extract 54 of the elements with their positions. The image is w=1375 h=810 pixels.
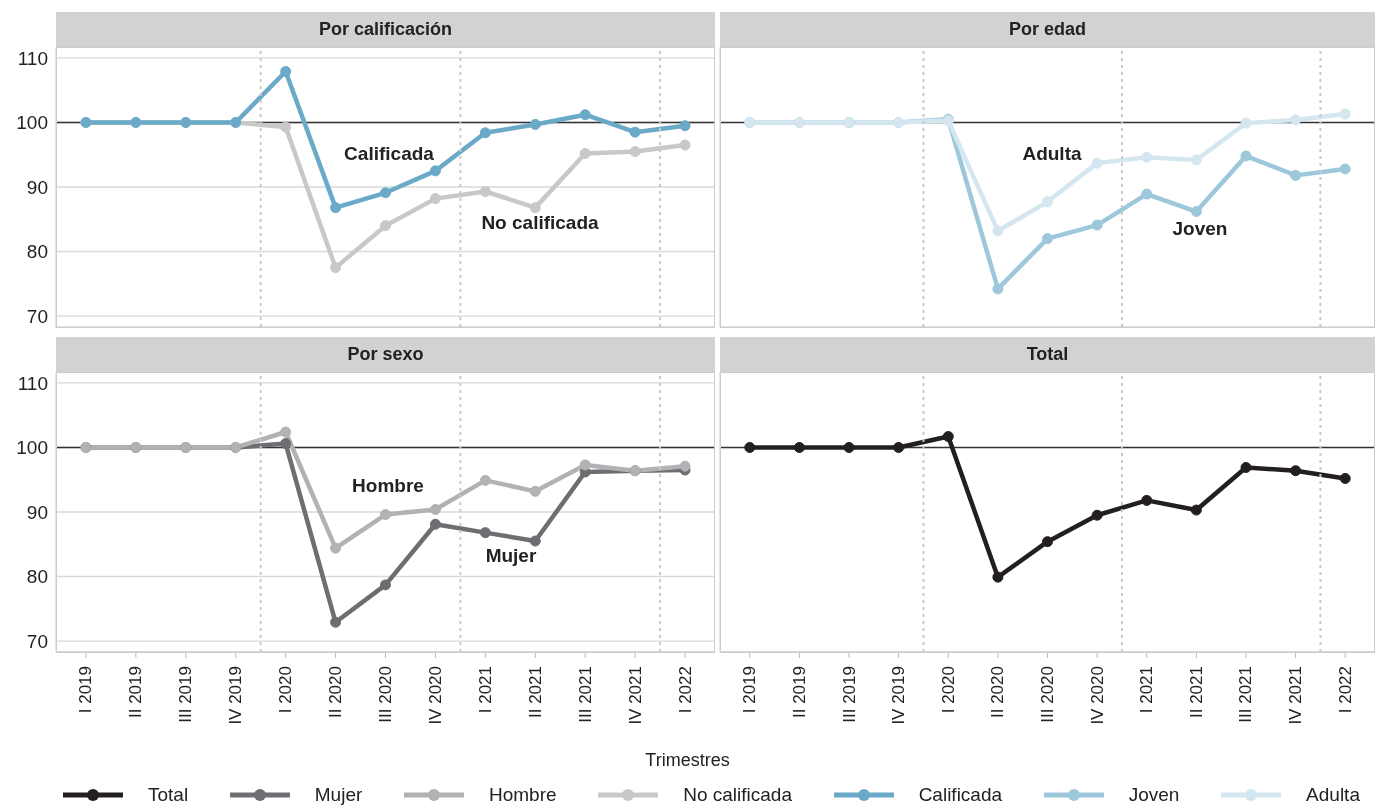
legend-label: Hombre bbox=[488, 784, 557, 806]
annotation: Joven bbox=[1171, 217, 1229, 241]
y-tick-label: 80 bbox=[26, 566, 48, 588]
legend-label: Joven bbox=[1128, 784, 1180, 806]
y-tick-label: 90 bbox=[26, 501, 48, 523]
legend-label: No calificada bbox=[683, 784, 792, 806]
x-tick-label: I 2022 bbox=[1335, 666, 1355, 714]
x-tick-label: I 2021 bbox=[475, 666, 495, 714]
chart-title: Por sexo bbox=[347, 344, 424, 365]
x-tick-label: IV 2021 bbox=[625, 666, 645, 725]
y-tick-label: 90 bbox=[26, 176, 48, 198]
y-tick-label: 70 bbox=[26, 305, 48, 327]
x-tick-label: I 2022 bbox=[675, 666, 695, 714]
legend-label: Calificada bbox=[918, 784, 1003, 806]
x-tick-label: II 2020 bbox=[988, 666, 1008, 718]
x-tick-label: I 2020 bbox=[938, 666, 958, 714]
annotation: Adulta bbox=[1021, 142, 1083, 166]
chart-title: Total bbox=[1026, 344, 1069, 365]
chart-title: Por calificación bbox=[318, 19, 453, 40]
x-tick-label: I 2019 bbox=[740, 666, 760, 714]
x-tick-label: III 2019 bbox=[839, 666, 859, 723]
y-tick-label: 70 bbox=[26, 630, 48, 652]
y-tick-label: 110 bbox=[17, 372, 48, 394]
x-tick-label: III 2020 bbox=[1038, 666, 1057, 723]
y-tick-label: 100 bbox=[16, 437, 48, 459]
x-tick-label: IV 2020 bbox=[1087, 666, 1107, 725]
x-tick-label: II 2021 bbox=[1186, 666, 1206, 718]
annotation: No calificada bbox=[480, 211, 600, 235]
annotation: Calificada bbox=[343, 142, 435, 166]
x-tick-label: I 2019 bbox=[76, 666, 96, 714]
x-tick-label: II 2019 bbox=[126, 666, 146, 718]
x-tick-label: III 2021 bbox=[1236, 666, 1256, 723]
x-axis-title: Trimestres bbox=[644, 750, 731, 771]
x-tick-label: IV 2021 bbox=[1286, 666, 1306, 725]
legend-label: Mujer bbox=[314, 784, 363, 806]
y-tick-label: 110 bbox=[17, 47, 48, 69]
x-tick-label: IV 2019 bbox=[226, 666, 246, 725]
legend-label: Adulta bbox=[1306, 784, 1360, 806]
annotation: Mujer bbox=[484, 544, 538, 568]
y-tick-label: 100 bbox=[16, 112, 48, 134]
x-tick-label: I 2020 bbox=[276, 666, 296, 714]
x-tick-label: III 2019 bbox=[176, 666, 196, 723]
x-tick-label: III 2020 bbox=[376, 666, 395, 723]
x-tick-label: II 2019 bbox=[789, 666, 809, 718]
x-tick-label: IV 2020 bbox=[425, 666, 445, 725]
legend-label: Total bbox=[148, 784, 189, 806]
chart-title: Por edad bbox=[1008, 19, 1087, 40]
x-tick-label: I 2021 bbox=[1137, 666, 1157, 714]
x-tick-label: II 2021 bbox=[525, 666, 545, 718]
annotation: Hombre bbox=[351, 474, 425, 498]
x-tick-label: IV 2019 bbox=[889, 666, 909, 725]
x-tick-label: II 2020 bbox=[326, 666, 346, 718]
y-tick-label: 80 bbox=[26, 241, 48, 263]
x-tick-label: III 2021 bbox=[575, 666, 595, 723]
